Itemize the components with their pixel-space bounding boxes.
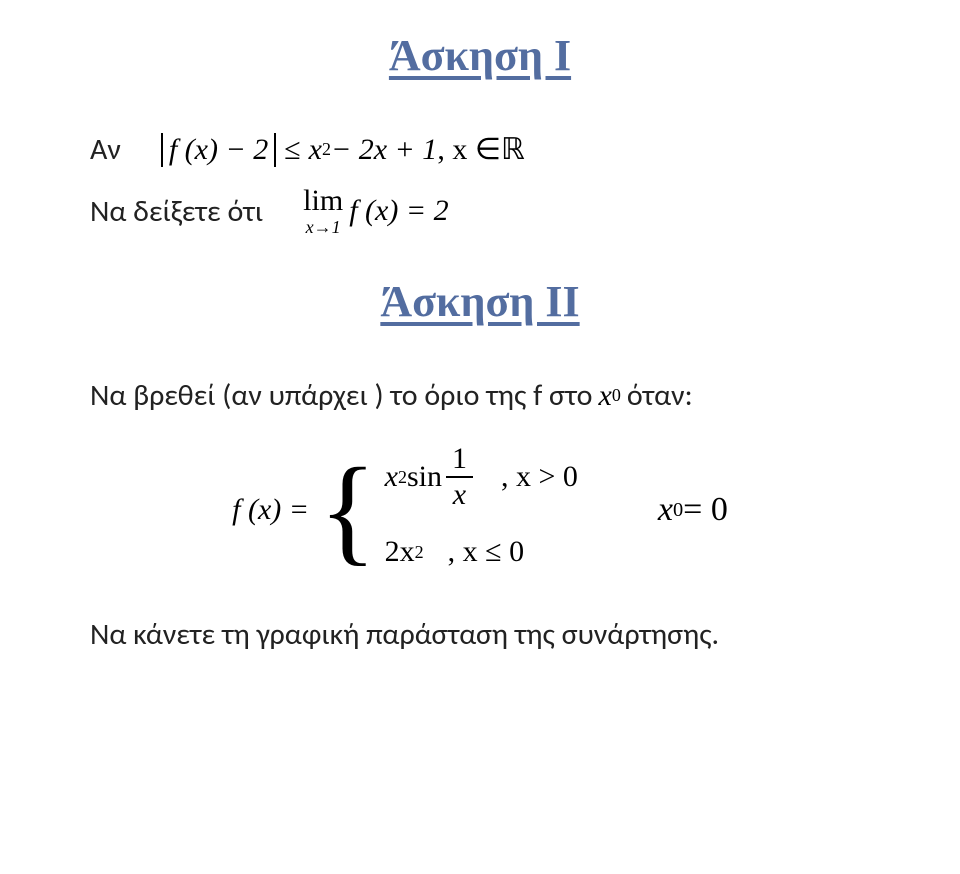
c1-x: x [385, 460, 398, 494]
graph-instruction-row: Να κάνετε τη γραφική παράσταση της συνάρ… [90, 616, 870, 653]
case-1-expr: x2 sin 1 x [385, 444, 477, 510]
abs-expr: f (x) − 2 [161, 133, 276, 167]
domain-sep: , x ∈ [437, 132, 501, 167]
c1-exp: 2 [398, 467, 407, 488]
lim-sub: x→1 [306, 218, 341, 236]
x0-sub: 0 [612, 385, 621, 406]
c2-coef: 2x [385, 535, 415, 569]
lim-rhs: f (x) = 2 [349, 194, 448, 228]
lim-block: lim x→1 [303, 186, 343, 236]
page: Άσκηση I Αν f (x) − 2 ≤ x2 − 2x + 1 , x … [0, 0, 960, 874]
rhs-x: x [309, 133, 322, 167]
label-show: Να δείξετε ότι [90, 193, 263, 230]
find-limit-row: Να βρεθεί (αν υπάρχει ) το όριο της f στ… [90, 377, 870, 414]
c1-sin: sin [407, 460, 442, 494]
x0-symbol: x0 [599, 379, 621, 413]
case-1: x2 sin 1 x , x > 0 [385, 444, 578, 510]
find-limit-text: Να βρεθεί (αν υπάρχει ) το όριο της f στ… [90, 377, 593, 414]
given-row: Αν f (x) − 2 ≤ x2 − 2x + 1 , x ∈ ℝ [90, 131, 870, 168]
case-2: 2x2 , x ≤ 0 [385, 528, 578, 576]
reals-symbol: ℝ [501, 132, 525, 167]
f-of-x-eq: f (x) = [232, 493, 309, 527]
label-if: Αν [90, 131, 121, 168]
leq-sign: ≤ [284, 133, 300, 167]
c1-frac-num: 1 [446, 444, 473, 478]
c1-cond: , x > 0 [501, 460, 578, 494]
exercise-2-title: Άσκηση II [90, 276, 870, 327]
case-2-expr: 2x2 [385, 535, 424, 569]
x0-equals-zero: x0 = 0 [658, 491, 728, 529]
exercise-1-title: Άσκηση I [90, 30, 870, 81]
x0eq-rest: = 0 [683, 491, 728, 529]
piecewise-brace-block: { x2 sin 1 x , x > 0 [319, 444, 578, 576]
left-brace: { [319, 444, 377, 576]
cases: x2 sin 1 x , x > 0 2x2 , x ≤ 0 [385, 444, 578, 576]
rhs-rest: − 2x + 1 [331, 133, 437, 167]
c1-frac-den: x [453, 478, 466, 510]
lim-symbol: lim [303, 186, 343, 216]
piecewise-definition: f (x) = { x2 sin 1 x , x > 0 [90, 444, 870, 576]
show-row: Να δείξετε ότι lim x→1 f (x) = 2 [90, 186, 870, 236]
otan-text: όταν: [627, 377, 693, 414]
graph-instruction: Να κάνετε τη γραφική παράσταση της συνάρ… [90, 616, 719, 653]
c2-exp: 2 [415, 542, 424, 563]
piecewise-math: f (x) = { x2 sin 1 x , x > 0 [232, 444, 578, 576]
c2-cond: , x ≤ 0 [448, 535, 524, 569]
c1-frac: 1 x [446, 444, 473, 510]
inequality-expr: f (x) − 2 ≤ x2 − 2x + 1 , x ∈ ℝ [161, 132, 525, 167]
x0eq-sub: 0 [673, 499, 683, 522]
limit-expr-1: lim x→1 f (x) = 2 [303, 186, 448, 236]
x0eq-x: x [658, 491, 673, 529]
x0-x: x [599, 379, 612, 413]
rhs-exp: 2 [322, 139, 331, 160]
